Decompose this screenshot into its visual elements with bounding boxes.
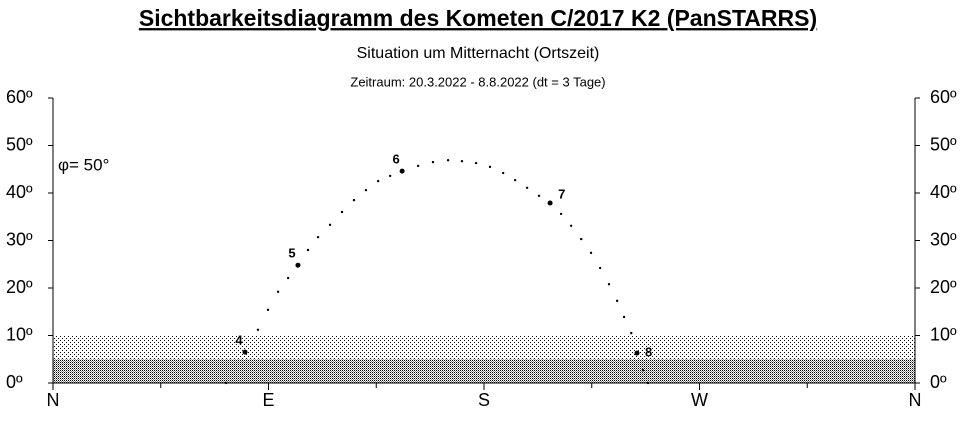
point — [224, 381, 228, 385]
horizon-band — [53, 335, 915, 360]
point — [460, 159, 464, 163]
horizon-band — [53, 359, 915, 383]
point — [488, 165, 492, 169]
point — [630, 331, 633, 335]
point-label: 7 — [558, 186, 565, 201]
point — [559, 212, 563, 216]
y-tick-label: 50º — [6, 134, 33, 154]
y2-tick-label: 0º — [930, 372, 947, 392]
y-tick-label: 20º — [6, 277, 33, 297]
labeled-point — [399, 168, 405, 174]
point — [589, 251, 593, 255]
point-label: 5 — [288, 246, 295, 261]
y2-tick-label: 10º — [930, 324, 957, 344]
point — [580, 237, 583, 241]
point — [598, 266, 602, 270]
chart-subtitle: Situation um Mitternacht (Ortszeit) — [357, 45, 600, 62]
y-tick-label: 0º — [6, 372, 23, 392]
x-tick-label: W — [691, 390, 708, 410]
y-tick-label: 40º — [6, 182, 33, 202]
point — [376, 179, 380, 183]
point — [306, 248, 310, 252]
point — [256, 328, 260, 331]
y2-tick-label: 60º — [930, 87, 957, 107]
y-tick-label: 30º — [6, 229, 33, 249]
point-label: 6 — [392, 152, 399, 167]
point — [622, 315, 626, 319]
chart-title: Sichtbarkeitsdiagramm des Kometen C/2017… — [139, 5, 817, 31]
y-tick-label: 10º — [6, 324, 33, 344]
point — [286, 276, 290, 280]
x-tick-label: E — [262, 390, 274, 410]
point — [607, 283, 611, 286]
point — [340, 210, 344, 214]
point — [388, 174, 392, 178]
point — [474, 161, 478, 165]
point — [431, 160, 435, 164]
labeled-point — [242, 349, 248, 355]
point — [646, 381, 650, 385]
point — [328, 223, 332, 227]
point-label: 4 — [235, 333, 243, 348]
labeled-point — [634, 350, 640, 356]
y2-tick-label: 30º — [930, 229, 957, 249]
point — [446, 159, 450, 162]
y2-tick-label: 20º — [930, 277, 957, 297]
y2-tick-label: 40º — [930, 182, 957, 202]
point — [266, 308, 270, 312]
latitude-annotation: φ= 50° — [58, 155, 109, 174]
y-tick-label: 60º — [6, 87, 33, 107]
point — [501, 171, 505, 175]
point — [537, 194, 541, 198]
x-tick-label: N — [909, 390, 922, 410]
point — [364, 188, 368, 192]
point-label: 8 — [645, 345, 652, 360]
labeled-point — [295, 262, 301, 268]
point — [416, 164, 420, 168]
point — [352, 198, 356, 202]
point — [276, 290, 280, 293]
point — [641, 368, 645, 372]
point — [569, 224, 573, 227]
point — [316, 235, 320, 239]
y2-tick-label: 50º — [930, 134, 957, 154]
point — [525, 186, 529, 189]
point — [615, 299, 619, 303]
point — [513, 178, 517, 182]
labeled-point — [547, 200, 553, 206]
x-tick-label: S — [478, 390, 490, 410]
period: Zeitraum: 20.3.2022 - 8.8.2022 (dt = 3 T… — [350, 74, 605, 89]
x-tick-label: N — [47, 390, 60, 410]
